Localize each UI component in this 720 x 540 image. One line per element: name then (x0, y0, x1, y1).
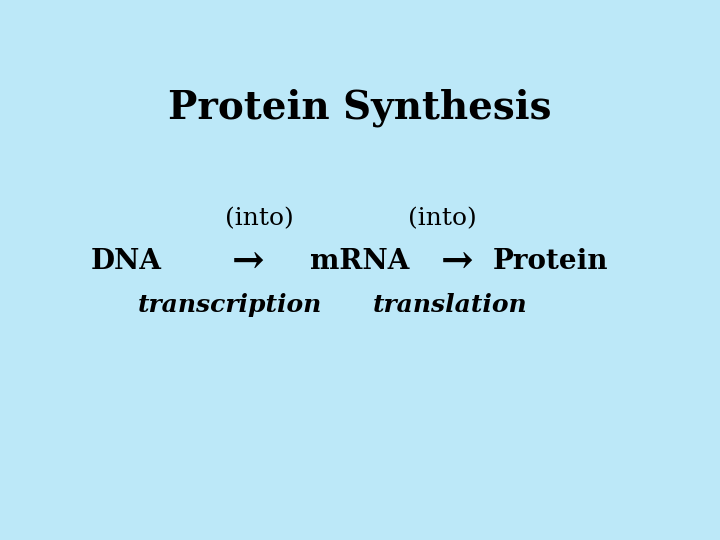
Text: (into): (into) (225, 207, 294, 230)
Text: transcription: transcription (138, 293, 323, 317)
Text: (into): (into) (408, 207, 477, 230)
Text: Protein Synthesis: Protein Synthesis (168, 89, 552, 127)
Text: →: → (232, 243, 265, 281)
Text: mRNA: mRNA (310, 248, 410, 275)
Text: translation: translation (373, 293, 527, 317)
Text: DNA: DNA (91, 248, 161, 275)
Text: Protein: Protein (493, 248, 608, 275)
Text: →: → (441, 243, 474, 281)
